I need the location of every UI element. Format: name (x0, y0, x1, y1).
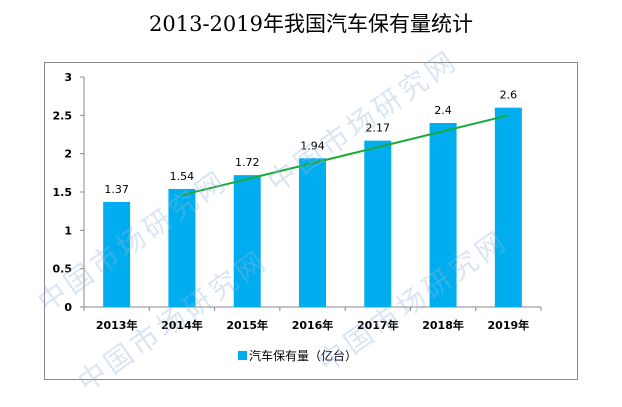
x-tick-label: 2019年 (488, 318, 530, 332)
chart-frame (44, 62, 578, 380)
x-tick-label: 2014年 (161, 318, 203, 332)
x-tick-label: 2017年 (357, 318, 399, 332)
data-label: 1.37 (104, 183, 129, 196)
bar (233, 175, 261, 307)
bar (364, 140, 392, 307)
y-tick-label: 0 (64, 301, 72, 314)
data-label: 1.72 (235, 156, 260, 169)
bar (494, 107, 522, 308)
y-tick-label: 3 (64, 71, 72, 84)
y-tick-label: 1.5 (53, 186, 73, 199)
x-tick-label: 2015年 (226, 318, 268, 332)
trendline (181, 114, 509, 197)
data-label: 2.17 (366, 122, 391, 135)
legend-label: 汽车保有量（亿台） (249, 348, 357, 363)
y-tick-label: 2.5 (53, 109, 73, 122)
data-label: 1.54 (170, 170, 195, 183)
bar (299, 158, 326, 307)
bar (168, 188, 196, 307)
data-label: 2.4 (434, 104, 452, 117)
legend-swatch (238, 351, 247, 360)
x-tick-label: 2013年 (96, 318, 138, 332)
y-tick-label: 1 (64, 224, 72, 237)
y-tick-label: 2 (64, 148, 72, 161)
chart-title: 2013-2019年我国汽车保有量统计 (149, 12, 473, 36)
x-tick-label: 2018年 (422, 318, 464, 332)
bar (429, 123, 457, 307)
x-tick-label: 2016年 (292, 318, 334, 332)
bar (103, 201, 131, 307)
data-label: 1.94 (300, 139, 325, 152)
data-label: 2.6 (500, 89, 518, 102)
y-tick-label: 0.5 (53, 263, 73, 276)
